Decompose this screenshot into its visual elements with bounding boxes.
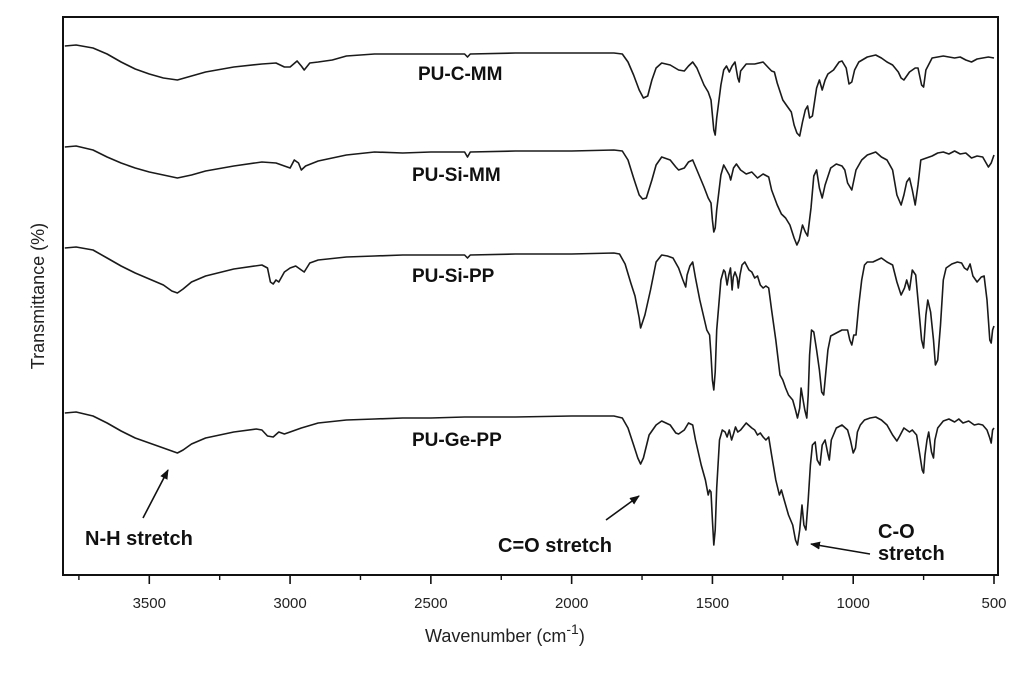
plot-frame — [62, 16, 999, 576]
annotation-n-h-stretch: N-H stretch — [85, 528, 193, 550]
series-labels-group: PU-C-MM PU-Si-MM PU-Si-PP PU-Ge-PP — [412, 64, 502, 451]
series-label-pu-ge-pp: PU-Ge-PP — [412, 430, 502, 451]
arrow-icon-c-o-stretch — [810, 541, 871, 555]
y-axis-title: Transmittance (%) — [28, 223, 48, 369]
x-axis-title-close: ) — [579, 626, 585, 646]
x-tick-label: 3500 — [133, 595, 166, 612]
x-axis-title-superscript: -1 — [566, 621, 579, 637]
spectrum-line-pu-c-mm — [64, 44, 995, 137]
annotation-c-o-stretch: C=O stretch — [498, 535, 612, 557]
x-tick-label: 2500 — [414, 595, 447, 612]
series-label-pu-si-pp: PU-Si-PP — [412, 266, 495, 287]
x-tick-label: 3000 — [273, 595, 306, 612]
annotation-c-o-stretch: C-O stretch — [878, 521, 945, 565]
series-label-pu-si-mm: PU-Si-MM — [412, 165, 501, 186]
x-tick-label: 2000 — [555, 595, 588, 612]
x-axis-ticks: 3500 3000 2500 2000 1500 1000 500 — [78, 575, 1007, 612]
x-tick-label: 1000 — [837, 595, 870, 612]
series-label-pu-c-mm: PU-C-MM — [418, 64, 502, 85]
annotation-line: stretch — [878, 543, 945, 565]
annotations-group: N-H stretch C=O stretch C-O stretch — [85, 469, 945, 565]
spectrum-line-pu-si-mm — [64, 145, 995, 246]
annotation-line: C=O stretch — [498, 535, 612, 557]
arrow-icon-c-o-stretch — [605, 495, 640, 521]
spectrum-line-pu-ge-pp — [64, 411, 995, 546]
annotation-line: N-H stretch — [85, 528, 193, 550]
x-tick-label: 500 — [981, 595, 1006, 612]
spectra-group — [64, 44, 995, 546]
spectrum-line-pu-si-pp — [64, 246, 995, 419]
arrow-icon-n-h-stretch — [142, 469, 169, 519]
x-axis-title-main: Wavenumber (cm — [425, 626, 566, 646]
x-axis-title: Wavenumber (cm-1) — [425, 621, 585, 646]
x-tick-label: 1500 — [696, 595, 729, 612]
annotation-line: C-O — [878, 521, 915, 543]
